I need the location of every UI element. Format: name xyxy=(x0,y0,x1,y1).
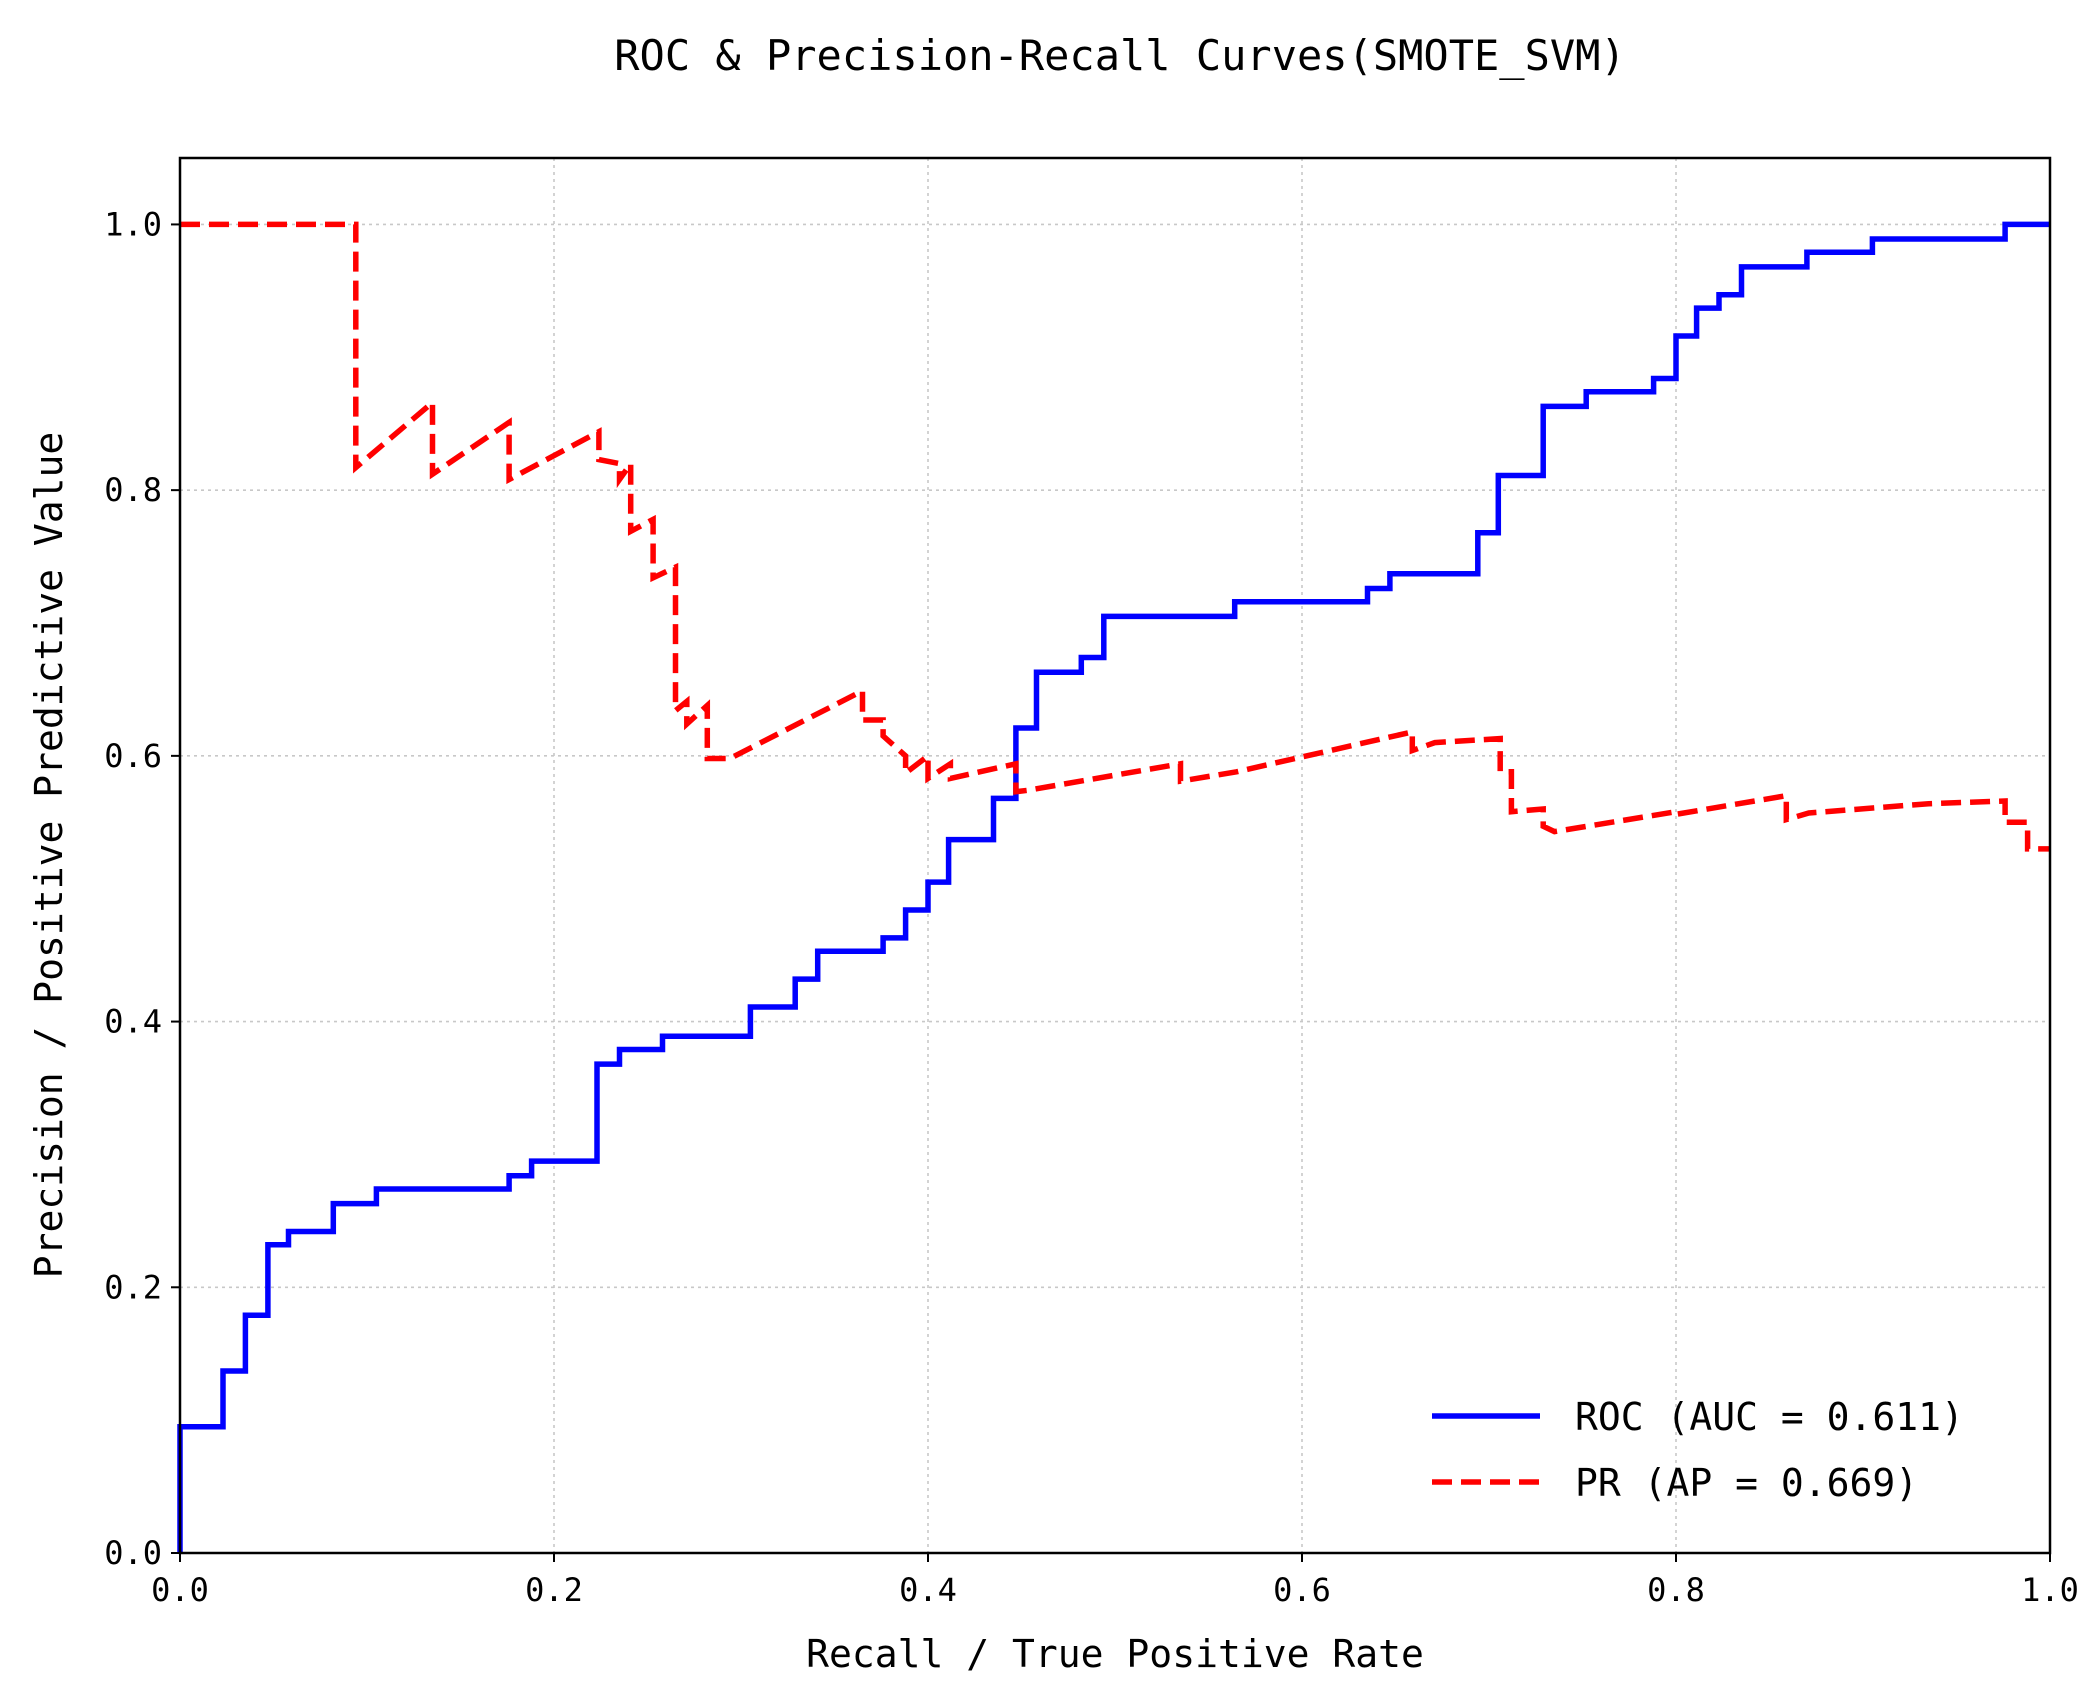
legend: ROC (AUC = 0.611) PR (AP = 0.669) xyxy=(1432,1395,1964,1505)
y-tick-label: 0.0 xyxy=(104,1534,162,1572)
y-tick-label: 1.0 xyxy=(104,205,162,243)
legend-label-roc: ROC (AUC = 0.611) xyxy=(1575,1395,1964,1439)
x-tick-label: 1.0 xyxy=(2021,1571,2079,1609)
y-tick-label: 0.2 xyxy=(104,1268,162,1306)
x-tick-label: 0.8 xyxy=(1647,1571,1705,1609)
x-tick-label: 0.6 xyxy=(1273,1571,1331,1609)
x-axis-label: Recall / True Positive Rate xyxy=(806,1632,1424,1676)
y-tick-label: 0.8 xyxy=(104,471,162,509)
y-tick-label: 0.6 xyxy=(104,737,162,775)
x-tick-label: 0.2 xyxy=(525,1571,583,1609)
x-tick-label: 0.0 xyxy=(151,1571,209,1609)
roc-curve-line xyxy=(177,221,2050,1553)
axis-ticks: 0.0 0.2 0.4 0.6 0.8 1.0 0.0 0.2 0.4 0.6 0.8 1.0 xyxy=(104,205,2079,1609)
y-tick-label: 0.4 xyxy=(104,1003,162,1041)
legend-label-pr: PR (AP = 0.669) xyxy=(1575,1461,1918,1505)
plot-frame xyxy=(178,156,2052,1555)
x-tick-label: 0.4 xyxy=(899,1571,957,1609)
pr-curve-line xyxy=(180,221,2050,852)
y-axis-label: Precision / Positive Predictive Value xyxy=(27,432,71,1278)
series-layer xyxy=(177,221,2050,1553)
chart-title: ROC & Precision-Recall Curves(SMOTE_SVM) xyxy=(614,31,1625,80)
